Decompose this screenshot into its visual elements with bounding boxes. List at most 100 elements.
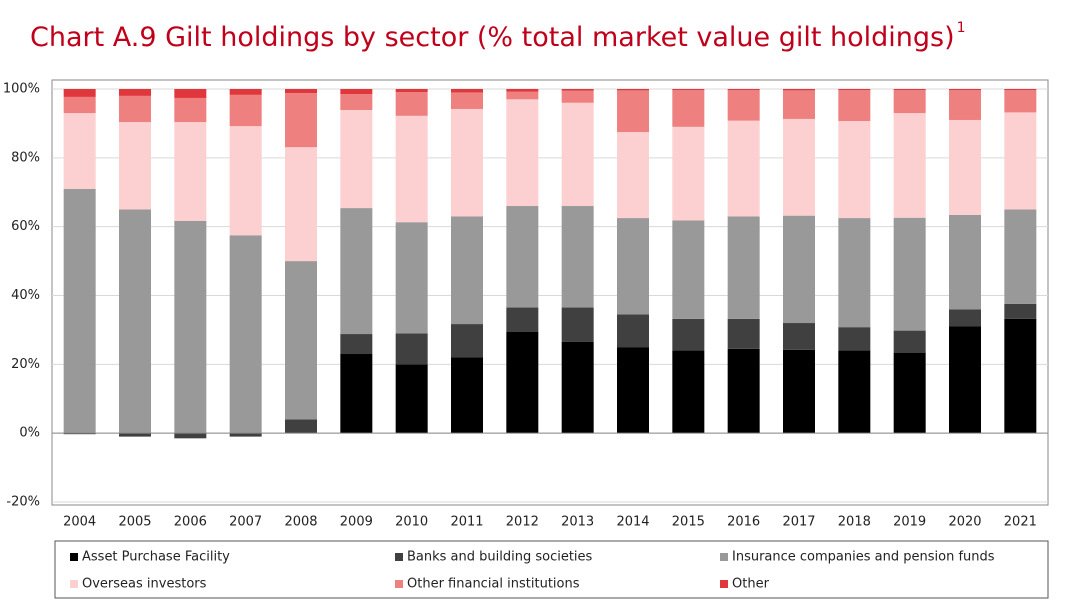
bar-segment — [672, 126, 705, 221]
bar-segment — [119, 209, 151, 434]
x-tick-label: 2018 — [838, 515, 871, 530]
bar-segment — [561, 89, 594, 91]
x-tick-label: 2020 — [948, 515, 981, 530]
bar-segment — [783, 323, 815, 350]
bar-segment — [838, 327, 871, 351]
legend-label: Asset Purchase Facility — [82, 550, 230, 565]
bar-segment — [340, 89, 373, 95]
bar-segment — [893, 90, 926, 114]
bar-segment — [506, 91, 539, 100]
bar-segment — [949, 90, 981, 120]
bar-segment — [949, 89, 981, 91]
bar-segment — [174, 89, 207, 98]
bar-segment — [949, 214, 981, 310]
x-tick-label: 2011 — [450, 515, 483, 530]
chart-title: Chart A.9 Gilt holdings by sector (% tot… — [30, 22, 955, 53]
bar-segment — [727, 90, 760, 121]
bar-segment — [451, 89, 483, 93]
bar-segment — [63, 113, 96, 189]
bar-segment — [119, 433, 151, 437]
x-tick-label: 2009 — [340, 515, 373, 530]
bar-segment — [672, 89, 705, 91]
bar-segment — [727, 348, 760, 434]
bar-segment — [838, 121, 871, 219]
x-tick-label: 2015 — [672, 515, 705, 530]
bar-segment — [838, 350, 871, 434]
legend-swatch — [70, 580, 78, 588]
bar-segment — [174, 122, 207, 221]
bar-segment — [506, 331, 539, 434]
bar-segment — [672, 90, 705, 127]
x-tick-label: 2004 — [63, 515, 96, 530]
bar-segment — [119, 95, 151, 123]
legend-swatch — [720, 580, 728, 588]
x-tick-label: 2008 — [284, 515, 317, 530]
bar-segment — [1004, 318, 1037, 434]
bar-segment — [893, 352, 926, 434]
bar-segment — [229, 126, 262, 236]
bar-segment — [672, 318, 705, 351]
bar-segment — [783, 89, 815, 91]
bar-segment — [174, 97, 207, 123]
bar-segment — [893, 217, 926, 331]
bar-segment — [1004, 112, 1037, 210]
bar-segment — [63, 188, 96, 434]
bar-segment — [119, 89, 151, 96]
x-tick-label: 2006 — [174, 515, 207, 530]
bar-segment — [63, 96, 96, 114]
bar-segment — [340, 334, 373, 355]
x-tick-label: 2016 — [727, 515, 760, 530]
legend-swatch — [70, 553, 78, 561]
bar-segment — [727, 89, 760, 91]
bar-segment — [893, 113, 926, 218]
bar-segment — [285, 93, 317, 148]
bar-segment — [617, 314, 649, 348]
bar-segment — [451, 357, 483, 434]
bar-segment — [395, 92, 428, 116]
bar-segment — [340, 354, 373, 434]
x-tick-label: 2012 — [506, 515, 539, 530]
bar-segment — [1004, 90, 1037, 113]
plot-frame — [51, 79, 1049, 506]
bar-segment — [229, 89, 262, 95]
title-superscript: 1 — [957, 20, 966, 36]
bar-segment — [395, 89, 428, 93]
bar-segment — [451, 108, 483, 217]
legend-frame — [54, 540, 1049, 599]
y-tick-label: 0% — [19, 426, 40, 441]
bar-segment — [561, 102, 594, 207]
bar-segment — [838, 89, 871, 91]
bar-segment — [451, 216, 483, 325]
bar-segment — [174, 433, 207, 439]
bar-segment — [340, 109, 373, 209]
y-tick-label: 20% — [11, 357, 40, 372]
bar-segment — [395, 364, 428, 434]
bar-segment — [617, 90, 649, 133]
bar-segment — [783, 215, 815, 324]
bar-segment — [727, 318, 760, 349]
bar-segment — [229, 235, 262, 434]
bar-segment — [838, 90, 871, 122]
bar-segment — [727, 216, 760, 319]
bar-segment — [783, 90, 815, 119]
bar-segment — [949, 119, 981, 215]
bar-segment — [617, 218, 649, 315]
bar-segment — [617, 132, 649, 219]
y-tick-label: -20% — [6, 495, 40, 510]
bar-segment — [229, 433, 262, 437]
legend-swatch — [395, 553, 403, 561]
bar-segment — [285, 147, 317, 262]
bar-segment — [727, 120, 760, 217]
bar-segment — [451, 92, 483, 109]
x-tick-label: 2021 — [1004, 515, 1037, 530]
x-tick-label: 2014 — [616, 515, 649, 530]
bar-segment — [1004, 303, 1037, 319]
bar-segment — [672, 350, 705, 434]
y-tick-label: 60% — [11, 219, 40, 234]
bar-segment — [783, 349, 815, 434]
bar-segment — [561, 90, 594, 103]
bar-segment — [395, 333, 428, 365]
bar-segment — [561, 307, 594, 342]
legend-label: Overseas investors — [82, 577, 207, 592]
